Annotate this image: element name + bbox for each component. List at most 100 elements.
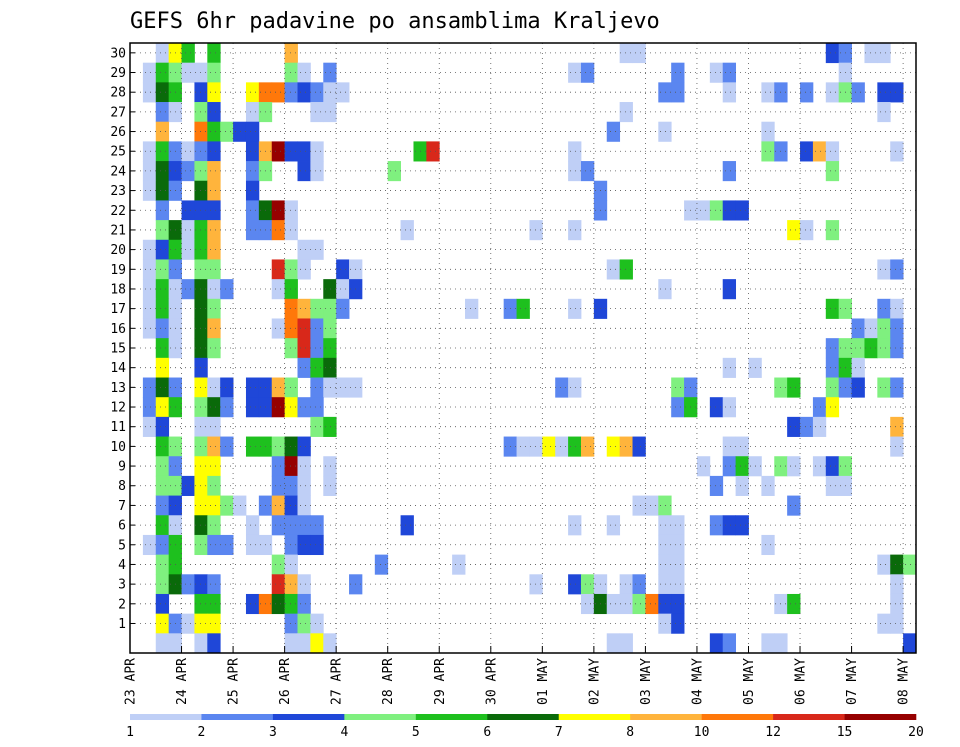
heatmap-cell [310, 397, 324, 418]
heatmap-cell [310, 416, 324, 437]
heatmap-cell [323, 416, 337, 437]
colorbar-label: 12 [765, 725, 781, 740]
heatmap-cell [722, 436, 737, 457]
heatmap-cell [155, 436, 170, 457]
heatmap-cell [580, 436, 595, 457]
x-tick-label: 28 APR [381, 658, 396, 705]
heatmap-cell [658, 554, 672, 575]
heatmap-cell [658, 515, 672, 536]
chart-title: GEFS 6hr padavine po ansamblima Kraljevo [130, 9, 660, 34]
heatmap-cell [890, 318, 904, 339]
heatmap-cell [194, 613, 208, 634]
heatmap-cell [271, 141, 286, 162]
heatmap-cell [194, 357, 208, 378]
heatmap-cell [142, 62, 157, 83]
heatmap-cell [297, 239, 311, 260]
y-tick-label: 27 [110, 105, 126, 120]
heatmap-cell [516, 298, 530, 319]
heatmap-cell [155, 377, 170, 398]
y-tick-label: 25 [110, 145, 126, 160]
heatmap-cell [155, 239, 170, 260]
heatmap-cell [696, 200, 711, 221]
heatmap-cell [761, 82, 775, 103]
y-tick-label: 7 [118, 499, 126, 514]
heatmap-cell [709, 633, 724, 654]
heatmap-cell [568, 161, 582, 182]
heatmap-cell [245, 534, 260, 556]
heatmap-cell [323, 318, 337, 339]
colorbar-swatch [773, 714, 845, 720]
heatmap-cell [323, 633, 337, 654]
heatmap-cell [658, 279, 672, 300]
colorbar-label: 10 [694, 725, 710, 740]
heatmap-cell [207, 377, 221, 398]
heatmap-cell [851, 377, 865, 398]
heatmap-cell [194, 534, 208, 556]
heatmap-cell [220, 377, 234, 398]
heatmap-cell [245, 141, 260, 162]
heatmap-cell [207, 495, 221, 516]
heatmap-cell [310, 82, 324, 103]
heatmap-cell [155, 200, 170, 221]
heatmap-cell [284, 259, 298, 280]
heatmap-cell [310, 613, 324, 634]
y-axis: 1234567891011121314151617181920212223242… [110, 46, 135, 632]
x-tick-label: 25 APR [227, 658, 242, 705]
heatmap-cell [207, 141, 221, 162]
y-tick-label: 20 [110, 243, 126, 258]
x-tick-label: 30 APR [484, 658, 499, 705]
heatmap-cell [297, 338, 311, 359]
heatmap-cell [284, 475, 298, 496]
heatmap-cell [722, 633, 737, 654]
colorbar-swatch [487, 714, 560, 720]
heatmap-cell [207, 593, 221, 615]
heatmap-cell [671, 593, 685, 615]
heatmap-cell [890, 377, 904, 398]
heatmap-cell [787, 377, 801, 398]
heatmap-cell [271, 200, 286, 221]
heatmap-cell [787, 456, 801, 477]
heatmap-cell [155, 82, 170, 103]
y-tick-label: 14 [110, 361, 126, 376]
heatmap-cell [194, 475, 208, 496]
colorbar-swatch [272, 714, 345, 720]
heatmap-cell [310, 141, 324, 162]
heatmap-cell [400, 515, 414, 536]
heatmap-cell [825, 338, 840, 359]
heatmap-cell [580, 161, 595, 182]
heatmap-cell [155, 141, 170, 162]
colorbar-swatch [701, 714, 774, 720]
colorbar-label: 7 [555, 725, 563, 740]
heatmap-cell [310, 102, 324, 123]
y-tick-label: 6 [118, 519, 126, 534]
heatmap-cell [142, 180, 157, 201]
heatmap-cell [155, 397, 170, 418]
heatmap-cell [722, 82, 737, 103]
heatmap-cell [323, 377, 337, 398]
heatmap-cell [774, 633, 788, 654]
heatmap-cell [632, 436, 646, 457]
heatmap-cell [606, 259, 621, 280]
heatmap-cell [323, 298, 337, 319]
heatmap-cell [825, 456, 840, 477]
heatmap-cell [825, 397, 840, 418]
heatmap-cell [142, 298, 157, 319]
heatmap-cell [207, 338, 221, 359]
heatmap-cell [245, 102, 260, 123]
heatmap-cell [658, 593, 672, 615]
heatmap-cell [245, 121, 260, 142]
heatmap-cell [155, 633, 170, 654]
heatmap-cell [812, 416, 827, 437]
heatmap-cell [568, 298, 582, 319]
heatmap-cell [155, 259, 170, 280]
heatmap-cell [245, 436, 260, 457]
heatmap-cell [387, 161, 401, 182]
heatmap-cell [284, 220, 298, 241]
heatmap-cell [194, 377, 208, 398]
heatmap-cell [207, 633, 221, 654]
heatmap-cell [207, 43, 221, 64]
colorbar-label: 3 [269, 725, 277, 740]
heatmap-cell [568, 220, 582, 241]
heatmap-cell [155, 534, 170, 556]
heatmap-cell [606, 515, 621, 536]
